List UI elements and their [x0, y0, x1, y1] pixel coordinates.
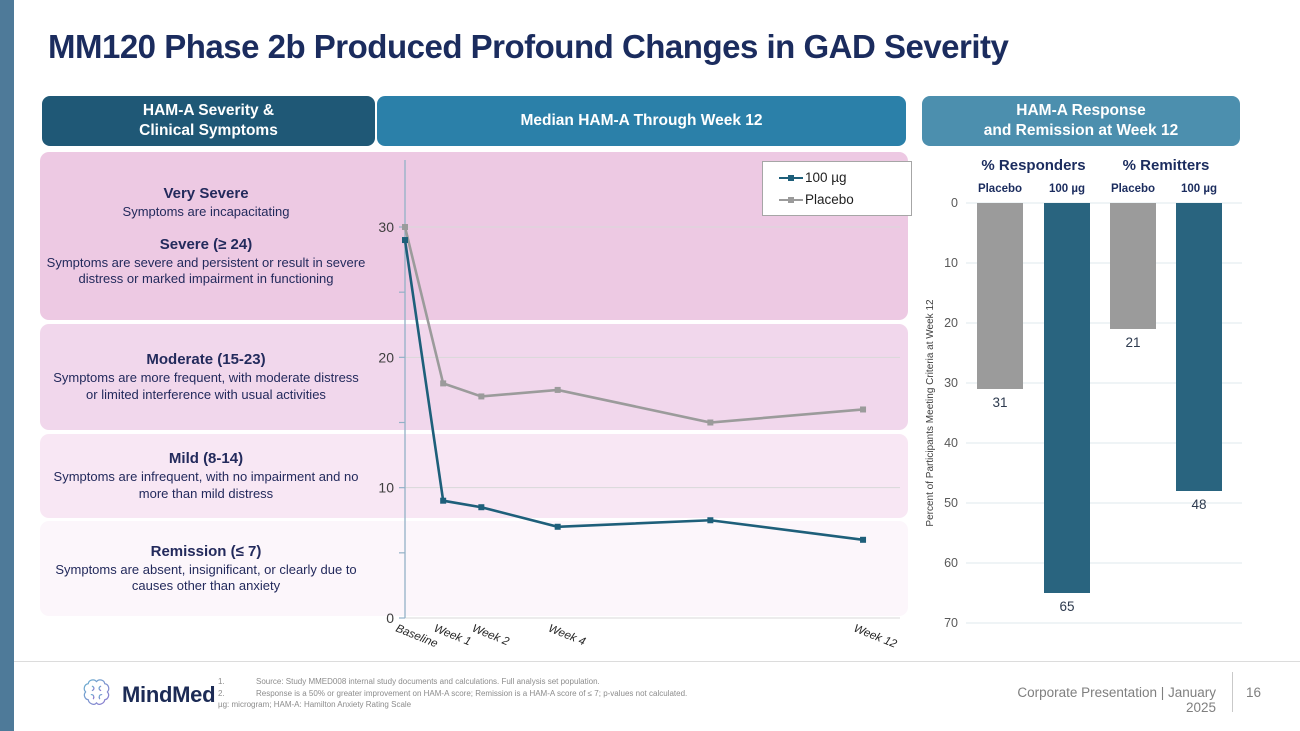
legend-item: 100 µg: [779, 170, 911, 185]
footnotes: 1. Source: Study MMED008 internal study d…: [218, 676, 818, 711]
legend-label: Placebo: [805, 192, 854, 207]
svg-text:21: 21: [1125, 335, 1140, 350]
logo-text: MindMed: [122, 682, 216, 707]
svg-text:0: 0: [386, 610, 394, 626]
page-title: MM120 Phase 2b Produced Profound Changes…: [48, 28, 1009, 65]
legend-label: 100 µg: [805, 170, 847, 185]
svg-text:0: 0: [951, 196, 958, 210]
svg-text:10: 10: [944, 256, 958, 270]
svg-text:Week 12: Week 12: [852, 623, 899, 651]
svg-text:% Remitters: % Remitters: [1123, 157, 1210, 174]
page-number-divider: [1232, 672, 1233, 712]
severity-heading: Moderate (15-23): [146, 351, 266, 369]
severity-desc: Symptoms are infrequent, with no impairm…: [53, 469, 359, 501]
svg-text:Week 2: Week 2: [470, 623, 511, 649]
footer-right-text: Corporate Presentation | January 2025: [1017, 685, 1216, 715]
svg-text:100 µg: 100 µg: [1049, 183, 1085, 195]
page-number: 16: [1246, 685, 1262, 700]
svg-text:20: 20: [944, 316, 958, 330]
header-response-line2: and Remission at Week 12: [983, 122, 1179, 139]
severity-desc: Symptoms are more frequent, with moderat…: [53, 370, 359, 402]
header-severity-line2: Clinical Symptoms: [139, 122, 278, 139]
legend-line-marker-icon: [779, 174, 803, 181]
svg-text:31: 31: [992, 395, 1007, 410]
severity-band-text: Very Severe Symptoms are incapacitating Se…: [40, 152, 372, 320]
legend-line-marker-icon: [779, 196, 803, 203]
severity-heading: Very Severe: [163, 184, 249, 202]
header-median-ham-a: Median HAM-A Through Week 12: [377, 96, 906, 146]
svg-text:60: 60: [944, 556, 958, 570]
footnote-abbreviations: µg: microgram; HAM-A: Hamilton Anxiety R…: [218, 700, 412, 710]
svg-text:30: 30: [944, 376, 958, 390]
svg-text:Placebo: Placebo: [978, 183, 1022, 195]
severity-band-4: Remission (≤ 7) Symptoms are absent, insi…: [40, 521, 908, 616]
svg-text:50: 50: [944, 496, 958, 510]
svg-text:Placebo: Placebo: [1111, 183, 1155, 195]
line-chart-legend: 100 µg Placebo: [762, 161, 912, 216]
svg-text:100 µg: 100 µg: [1181, 183, 1217, 195]
severity-band-text: Remission (≤ 7) Symptoms are absent, insi…: [40, 521, 372, 616]
footnote-text: Source: Study MMED008 internal study doc…: [256, 677, 600, 686]
svg-text:Percent of Participants Meetin: Percent of Participants Meeting Criteria…: [925, 299, 936, 527]
header-response-remission: HAM-A Response and Remission at Week 12: [922, 96, 1240, 146]
severity-heading: Mild (8-14): [168, 450, 244, 468]
header-median-line1: Median HAM-A Through Week 12: [520, 111, 763, 129]
header-severity-clinical-symptoms: HAM-A Severity & Clinical Symptoms: [42, 96, 375, 146]
svg-text:% Responders: % Responders: [981, 157, 1085, 174]
header-response-line1: HAM-A Response: [1016, 101, 1146, 119]
severity-desc: Symptoms are incapacitating: [122, 203, 290, 219]
severity-desc: Symptoms are severe and persistent or re…: [46, 254, 366, 287]
mindmed-logo: MindMed: [80, 676, 216, 714]
severity-heading: Severe (≥ 24): [159, 235, 253, 253]
svg-text:40: 40: [944, 436, 958, 450]
svg-text:20: 20: [378, 349, 394, 365]
severity-heading: Remission (≤ 7): [150, 542, 262, 560]
severity-band-text: Moderate (15-23) Symptoms are more freque…: [40, 324, 372, 430]
footnote-number: 2.: [218, 688, 225, 698]
header-severity-line1: HAM-A Severity &: [142, 101, 275, 119]
svg-text:70: 70: [944, 616, 958, 630]
left-accent-bar: [0, 0, 14, 731]
svg-text:Week 1: Week 1: [432, 623, 472, 649]
svg-text:48: 48: [1191, 497, 1206, 512]
footnote-line-1: 1. Source: Study MMED008 internal study d…: [218, 676, 818, 688]
legend-item: Placebo: [779, 192, 911, 207]
response-remission-bar-chart: 0 10 20 30 40 50 60 70 % Responders % Remitters Pl…: [925, 157, 1242, 630]
severity-band-3: Mild (8-14) Symptoms are infrequent, with…: [40, 434, 908, 518]
footnote-line-2: 2. Response is a 50% or greater improveme…: [218, 688, 818, 700]
severity-band-2: Moderate (15-23) Symptoms are more freque…: [40, 324, 908, 430]
svg-text:Baseline: Baseline: [394, 623, 439, 651]
severity-desc: Symptoms are absent, insignificant, or c…: [55, 561, 357, 593]
footnote-number: 1.: [218, 677, 225, 686]
footer-divider: [14, 661, 1300, 662]
svg-text:65: 65: [1059, 599, 1074, 614]
svg-text:30: 30: [378, 219, 394, 235]
svg-text:10: 10: [378, 480, 394, 496]
footnote-text: Response is a 50% or greater improvement…: [256, 688, 688, 698]
svg-text:Week 4: Week 4: [547, 623, 587, 649]
severity-band-text: Mild (8-14) Symptoms are infrequent, with…: [40, 434, 372, 518]
brain-logo-icon: [80, 676, 113, 714]
